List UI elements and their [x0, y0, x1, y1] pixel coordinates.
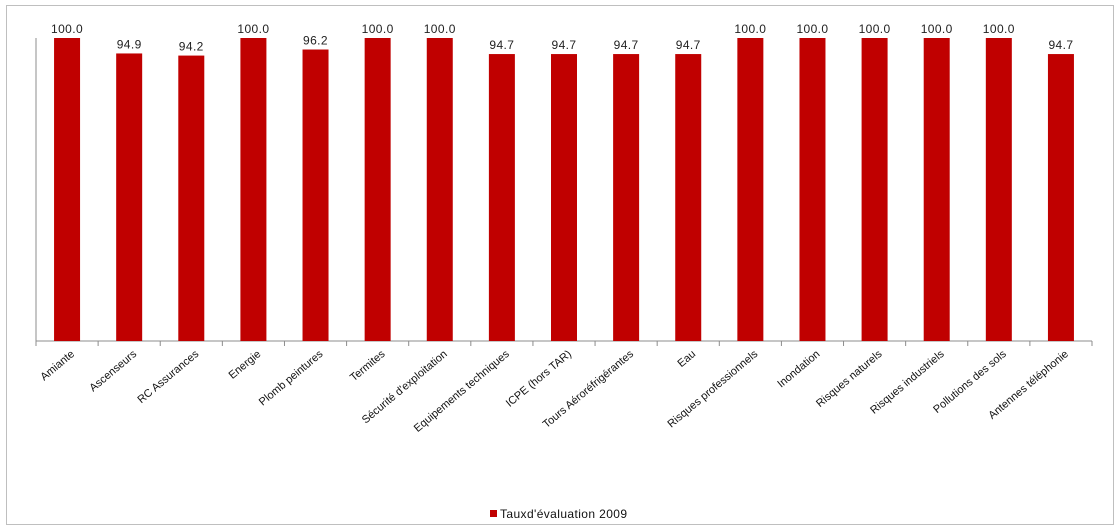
legend-swatch — [490, 510, 497, 517]
x-tick-label: Amiante — [38, 348, 77, 383]
bar — [426, 38, 453, 341]
x-tick-label: Energie — [227, 348, 264, 382]
x-tick-label: Inondation — [775, 348, 822, 390]
bar — [240, 38, 267, 341]
data-label: 100.0 — [734, 22, 766, 36]
bar — [799, 38, 826, 341]
data-label: 94.2 — [179, 40, 204, 54]
data-label: 100.0 — [237, 22, 269, 36]
bar — [737, 38, 764, 341]
bar — [488, 54, 515, 342]
bar — [551, 54, 577, 342]
data-label: 100.0 — [362, 22, 394, 36]
x-tick-label: Plomb peintures — [257, 348, 326, 409]
bar — [364, 38, 391, 341]
bar — [1047, 54, 1074, 342]
bar — [985, 38, 1012, 341]
data-label: 100.0 — [796, 22, 828, 36]
x-tick-label: Eau — [675, 348, 698, 370]
data-label: 100.0 — [51, 22, 83, 36]
data-label: 94.7 — [1048, 38, 1073, 52]
bar — [613, 54, 640, 342]
bar — [302, 49, 329, 341]
data-label: 96.2 — [303, 34, 328, 48]
bar — [861, 38, 888, 341]
data-label: 100.0 — [859, 22, 891, 36]
data-label: 100.0 — [983, 22, 1015, 36]
data-label: 94.7 — [676, 38, 701, 52]
data-label: 94.9 — [117, 37, 142, 51]
data-label: 94.7 — [614, 38, 639, 52]
data-label: 94.7 — [489, 38, 514, 52]
legend-label: Tauxd'évaluation 2009 — [500, 507, 627, 521]
data-label: 94.7 — [552, 38, 577, 52]
bar — [54, 38, 81, 341]
x-tick-label: RC Assurances — [135, 348, 201, 406]
bar — [675, 54, 702, 342]
x-tick-label: Termites — [348, 348, 388, 384]
bar — [116, 53, 143, 341]
bar — [923, 38, 950, 341]
data-label: 100.0 — [424, 22, 456, 36]
x-tick-label: ICPE (hors TAR) — [504, 348, 574, 410]
x-tick-label: Risques naturels — [814, 348, 885, 410]
bar — [178, 55, 205, 341]
x-tick-label: Ascenseurs — [87, 348, 139, 394]
data-label: 100.0 — [921, 22, 953, 36]
